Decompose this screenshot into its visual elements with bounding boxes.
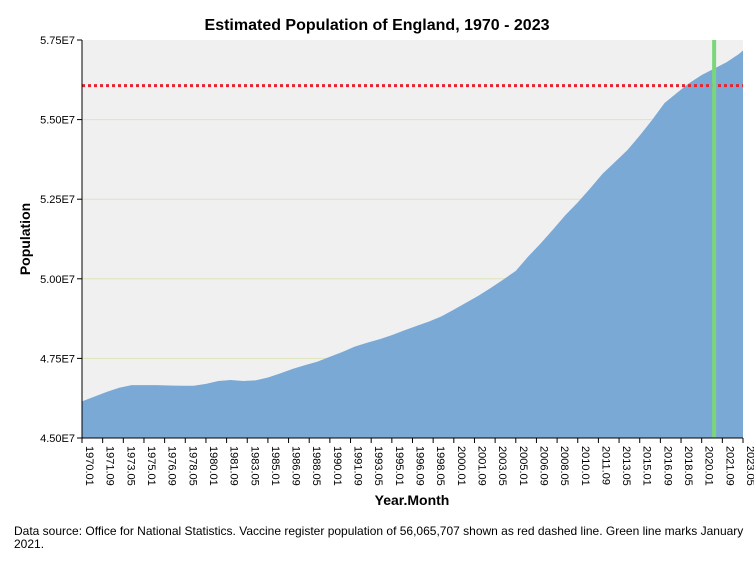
x-tick-label: 1993.05 [372, 446, 384, 486]
x-tick-label: 1976.09 [166, 446, 178, 486]
x-tick-label: 1986.09 [290, 446, 302, 486]
x-tick-label: 1996.09 [414, 446, 426, 486]
y-axis-title: Population [17, 203, 33, 275]
x-tick-label: 1981.09 [228, 446, 240, 486]
y-tick-label: 4.75E7 [40, 353, 75, 365]
x-tick-label: 2016.09 [661, 446, 673, 486]
x-tick-label: 1980.01 [207, 446, 219, 486]
chart-figure: Estimated Population of England, 1970 - … [17, 17, 754, 508]
chart-title: Estimated Population of England, 1970 - … [205, 17, 550, 34]
x-tick-label: 2021.09 [723, 446, 735, 486]
y-tick-label: 4.50E7 [40, 433, 75, 445]
x-tick-label: 1995.01 [393, 446, 405, 486]
x-axis-title: Year.Month [375, 492, 450, 508]
y-tick-label: 5.00E7 [40, 274, 75, 286]
y-axis-ticks: 4.50E7 4.75E7 5.00E7 5.25E7 5.50E7 5.75E7 [40, 35, 82, 445]
x-tick-label: 1991.09 [352, 446, 364, 486]
x-tick-label: 2005.01 [517, 446, 529, 486]
x-tick-label: 1970.01 [83, 446, 95, 486]
data-source-caption: Data source: Office for National Statist… [14, 524, 744, 551]
population-area [82, 50, 743, 438]
x-tick-label: 1988.05 [310, 446, 322, 486]
x-tick-label: 2003.05 [496, 446, 508, 486]
x-tick-label: 2010.01 [579, 446, 591, 486]
y-tick-label: 5.75E7 [40, 35, 75, 47]
reference-lines [82, 40, 743, 438]
x-tick-label: 2000.01 [455, 446, 467, 486]
x-tick-label: 2013.05 [620, 446, 632, 486]
x-tick-label: 1975.01 [145, 446, 157, 486]
x-tick-label: 1973.05 [124, 446, 136, 486]
x-tick-label: 2011.09 [599, 446, 611, 485]
x-tick-label: 2015.01 [641, 446, 653, 486]
x-tick-label: 2006.09 [537, 446, 549, 486]
x-tick-label: 1971.09 [104, 446, 116, 486]
x-tick-label: 2018.05 [682, 446, 694, 486]
x-tick-label: 1998.05 [434, 446, 446, 486]
x-tick-label: 1983.05 [248, 446, 260, 486]
x-tick-label: 1985.01 [269, 446, 281, 486]
x-tick-label: 2001.09 [475, 446, 487, 486]
x-axis-ticks: 1970.01 1971.09 1973.05 1975.01 1976.09 1978.… [81, 438, 754, 486]
x-tick-label: 2023.05 [744, 446, 754, 486]
y-tick-label: 5.25E7 [40, 194, 75, 206]
y-tick-label: 5.50E7 [40, 115, 75, 127]
x-tick-label: 1990.01 [331, 446, 343, 486]
x-tick-label: 2020.01 [703, 446, 715, 486]
x-tick-label: 2008.05 [558, 446, 570, 486]
x-tick-label: 1978.05 [186, 446, 198, 486]
